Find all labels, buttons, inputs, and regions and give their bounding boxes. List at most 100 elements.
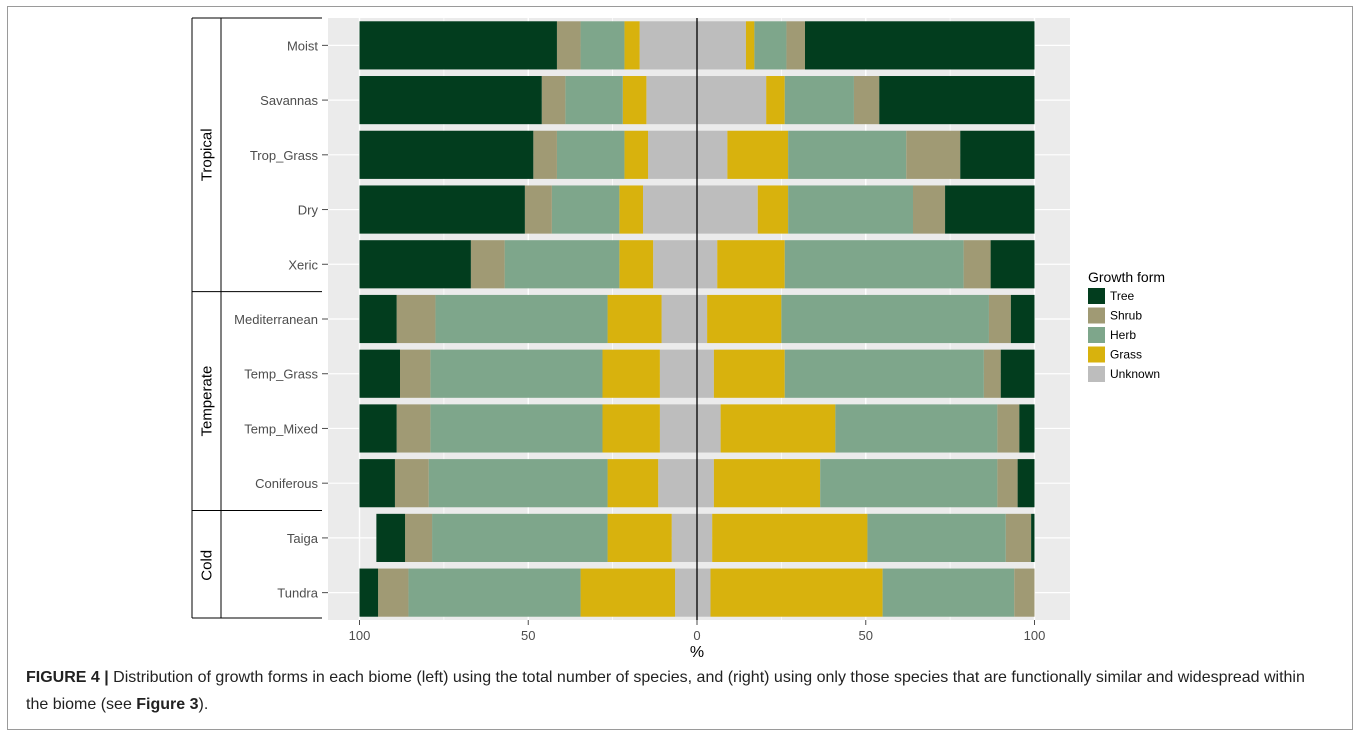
bar-left-grass xyxy=(619,240,654,289)
bar-right-tree xyxy=(945,185,1035,234)
bar-left-shrub xyxy=(394,459,429,508)
bar-right-herb xyxy=(820,459,998,508)
figure-reference: Figure 3 xyxy=(136,696,199,713)
bar-right-tree xyxy=(1017,459,1035,508)
bar-right-herb xyxy=(788,130,907,179)
bar-left-shrub xyxy=(405,513,433,562)
bar-right-grass xyxy=(713,349,785,398)
bar-left-tree xyxy=(359,568,379,617)
bar-left-unknown xyxy=(659,349,697,398)
group-label: Cold xyxy=(199,550,216,581)
legend-label: Shrub xyxy=(1110,309,1142,323)
bar-left-unknown xyxy=(659,404,697,453)
legend-label: Unknown xyxy=(1110,367,1160,381)
bar-left-tree xyxy=(359,459,395,508)
bar-right-herb xyxy=(784,349,984,398)
bar-left-shrub xyxy=(556,21,581,70)
bar-left-tree xyxy=(359,185,525,234)
bar-left-tree xyxy=(359,349,400,398)
bar-right-shrub xyxy=(853,76,880,125)
bar-left-shrub xyxy=(396,404,431,453)
bar-left-shrub xyxy=(470,240,505,289)
bar-right-grass xyxy=(766,76,785,125)
x-tick-label: 100 xyxy=(349,628,371,643)
bar-right-unknown xyxy=(697,349,714,398)
group-label: Temperate xyxy=(199,366,216,437)
bar-right-herb xyxy=(781,294,989,344)
category-label: Dry xyxy=(298,203,319,218)
bar-left-herb xyxy=(565,76,623,125)
bar-right-herb xyxy=(784,240,964,289)
bar-left-herb xyxy=(430,349,603,398)
legend-label: Tree xyxy=(1110,289,1135,303)
bar-right-grass xyxy=(710,568,883,617)
legend-swatch-shrub xyxy=(1088,307,1105,324)
bar-right-grass xyxy=(720,404,836,453)
bar-left-grass xyxy=(602,404,660,453)
bar-right-herb xyxy=(867,513,1006,562)
bar-left-tree xyxy=(359,294,397,344)
legend-swatch-tree xyxy=(1088,288,1105,304)
bar-right-grass xyxy=(745,21,755,70)
bar-right-tree xyxy=(960,130,1035,179)
x-tick-label: 0 xyxy=(693,628,700,643)
bar-left-herb xyxy=(504,240,620,289)
legend-title: Growth form xyxy=(1088,269,1165,285)
bar-right-shrub xyxy=(1014,568,1035,617)
bar-left-unknown xyxy=(661,294,697,344)
legend-swatch-herb xyxy=(1088,327,1105,343)
legend-swatch-grass xyxy=(1088,346,1105,363)
bar-right-unknown xyxy=(697,185,758,234)
bar-left-shrub xyxy=(400,349,431,398)
bar-right-grass xyxy=(713,459,821,508)
bar-left-unknown xyxy=(639,21,697,70)
bar-right-tree xyxy=(879,76,1035,125)
category-label: Xeric xyxy=(288,257,318,272)
category-label: Tundra xyxy=(277,586,318,601)
bar-right-shrub xyxy=(963,240,991,289)
x-tick-label: 100 xyxy=(1024,628,1046,643)
bar-left-herb xyxy=(432,513,608,562)
category-label: Coniferous xyxy=(255,476,318,491)
bar-left-tree xyxy=(376,513,406,562)
bar-right-shrub xyxy=(997,404,1020,453)
caption-text: Distribution of growth forms in each bio… xyxy=(26,669,1305,713)
bar-left-unknown xyxy=(653,240,697,289)
group-label: Tropical xyxy=(199,128,216,181)
figure-label: FIGURE 4 | xyxy=(26,669,109,686)
bar-left-grass xyxy=(607,294,662,344)
bar-right-tree xyxy=(1019,404,1035,453)
x-tick-label: 50 xyxy=(521,628,535,643)
bar-left-herb xyxy=(556,130,625,179)
bar-left-tree xyxy=(359,76,542,125)
bar-left-grass xyxy=(624,130,649,179)
bar-left-herb xyxy=(551,185,620,234)
bar-right-shrub xyxy=(988,294,1011,344)
bar-right-unknown xyxy=(697,130,728,179)
bar-left-unknown xyxy=(675,568,697,617)
bar-right-unknown xyxy=(697,21,746,70)
figure-frame xyxy=(7,6,1353,730)
bar-left-unknown xyxy=(671,513,697,562)
bar-right-unknown xyxy=(697,294,708,344)
bar-right-tree xyxy=(1000,349,1035,398)
bar-left-unknown xyxy=(646,76,697,125)
bar-right-shrub xyxy=(786,21,805,70)
bar-right-shrub xyxy=(906,130,961,179)
category-label: Trop_Grass xyxy=(250,148,319,163)
legend-label: Herb xyxy=(1110,328,1136,342)
x-tick-label: 50 xyxy=(859,628,873,643)
bar-right-unknown xyxy=(697,459,714,508)
bar-right-unknown xyxy=(697,240,718,289)
bar-left-tree xyxy=(359,130,534,179)
bar-left-tree xyxy=(359,240,471,289)
bar-right-tree xyxy=(1031,513,1035,562)
bar-left-herb xyxy=(435,294,608,344)
bar-right-herb xyxy=(835,404,998,453)
bar-right-shrub xyxy=(1005,513,1032,562)
stacked-bar-chart: Moist Savannas Trop_Grass Dry Xeric Mediterra… xyxy=(191,17,1165,660)
bar-right-herb xyxy=(788,185,913,234)
bar-left-grass xyxy=(602,349,660,398)
bar-left-unknown xyxy=(658,459,697,508)
caption-text-end: ). xyxy=(198,696,209,713)
